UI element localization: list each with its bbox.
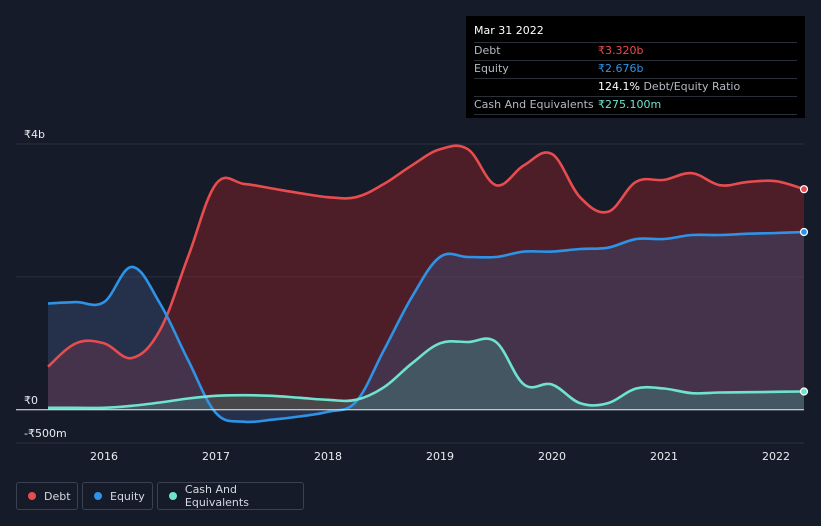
tooltip-date: Mar 31 2022 xyxy=(474,24,797,43)
y-tick-label: ₹0 xyxy=(24,394,38,407)
hover-tooltip: Mar 31 2022 Debt ₹3.320b Equity ₹2.676b … xyxy=(466,16,805,118)
equity-line xyxy=(47,230,805,424)
cash-endpoint xyxy=(799,387,809,396)
tooltip-cash-row: Cash And Equivalents ₹275.100m xyxy=(474,97,797,115)
legend-debt-label: Debt xyxy=(44,489,71,503)
legend-debt[interactable]: Debt xyxy=(16,482,78,510)
cash-line xyxy=(47,337,805,410)
x-tick-label: 2022 xyxy=(762,450,790,463)
tooltip-cash-label: Cash And Equivalents xyxy=(474,98,594,111)
legend-cash-label: Cash And Equivalents xyxy=(184,483,249,509)
legend-equity[interactable]: Equity xyxy=(82,482,153,510)
tooltip-debt-row: Debt ₹3.320b xyxy=(474,43,797,61)
x-tick-label: 2018 xyxy=(314,450,342,463)
cash-area xyxy=(48,338,804,410)
chart-areas xyxy=(48,145,804,423)
legend-cash[interactable]: Cash And Equivalents xyxy=(157,482,304,510)
debt-line xyxy=(47,144,805,368)
legend-cash-dot-icon xyxy=(169,492,177,500)
tooltip-debt-value: ₹3.320b xyxy=(598,44,644,57)
tooltip-cash-value: ₹275.100m xyxy=(598,98,662,111)
debt-endpoint xyxy=(799,185,809,194)
chart-endpoints xyxy=(799,185,809,396)
tooltip-equity-row: Equity ₹2.676b xyxy=(474,61,797,79)
legend-equity-dot-icon xyxy=(94,492,102,500)
debt-area xyxy=(48,145,804,410)
chart-lines xyxy=(47,144,805,424)
tooltip-ratio-row: 124.1% Debt/Equity Ratio xyxy=(474,79,797,97)
legend-debt-dot-icon xyxy=(28,492,36,500)
x-axis-ticks: 2016 2017 2018 2019 2020 2021 2022 xyxy=(90,450,790,463)
y-tick-label: -₹500m xyxy=(24,427,67,440)
y-axis-ticks: ₹4b ₹0 -₹500m xyxy=(24,128,67,440)
x-tick-label: 2021 xyxy=(650,450,678,463)
tooltip-ratio-label: Debt/Equity Ratio xyxy=(643,80,741,93)
x-tick-label: 2016 xyxy=(90,450,118,463)
tooltip-equity-label: Equity xyxy=(474,62,509,75)
tooltip-equity-value: ₹2.676b xyxy=(598,62,644,75)
y-tick-label: ₹4b xyxy=(24,128,45,141)
equity-endpoint xyxy=(799,227,809,237)
tooltip-ratio-value: 124.1% xyxy=(598,80,640,93)
legend-equity-label: Equity xyxy=(110,489,145,503)
x-tick-label: 2017 xyxy=(202,450,230,463)
equity-area xyxy=(48,232,804,423)
x-tick-label: 2020 xyxy=(538,450,566,463)
x-tick-label: 2019 xyxy=(426,450,454,463)
tooltip-debt-label: Debt xyxy=(474,44,501,57)
